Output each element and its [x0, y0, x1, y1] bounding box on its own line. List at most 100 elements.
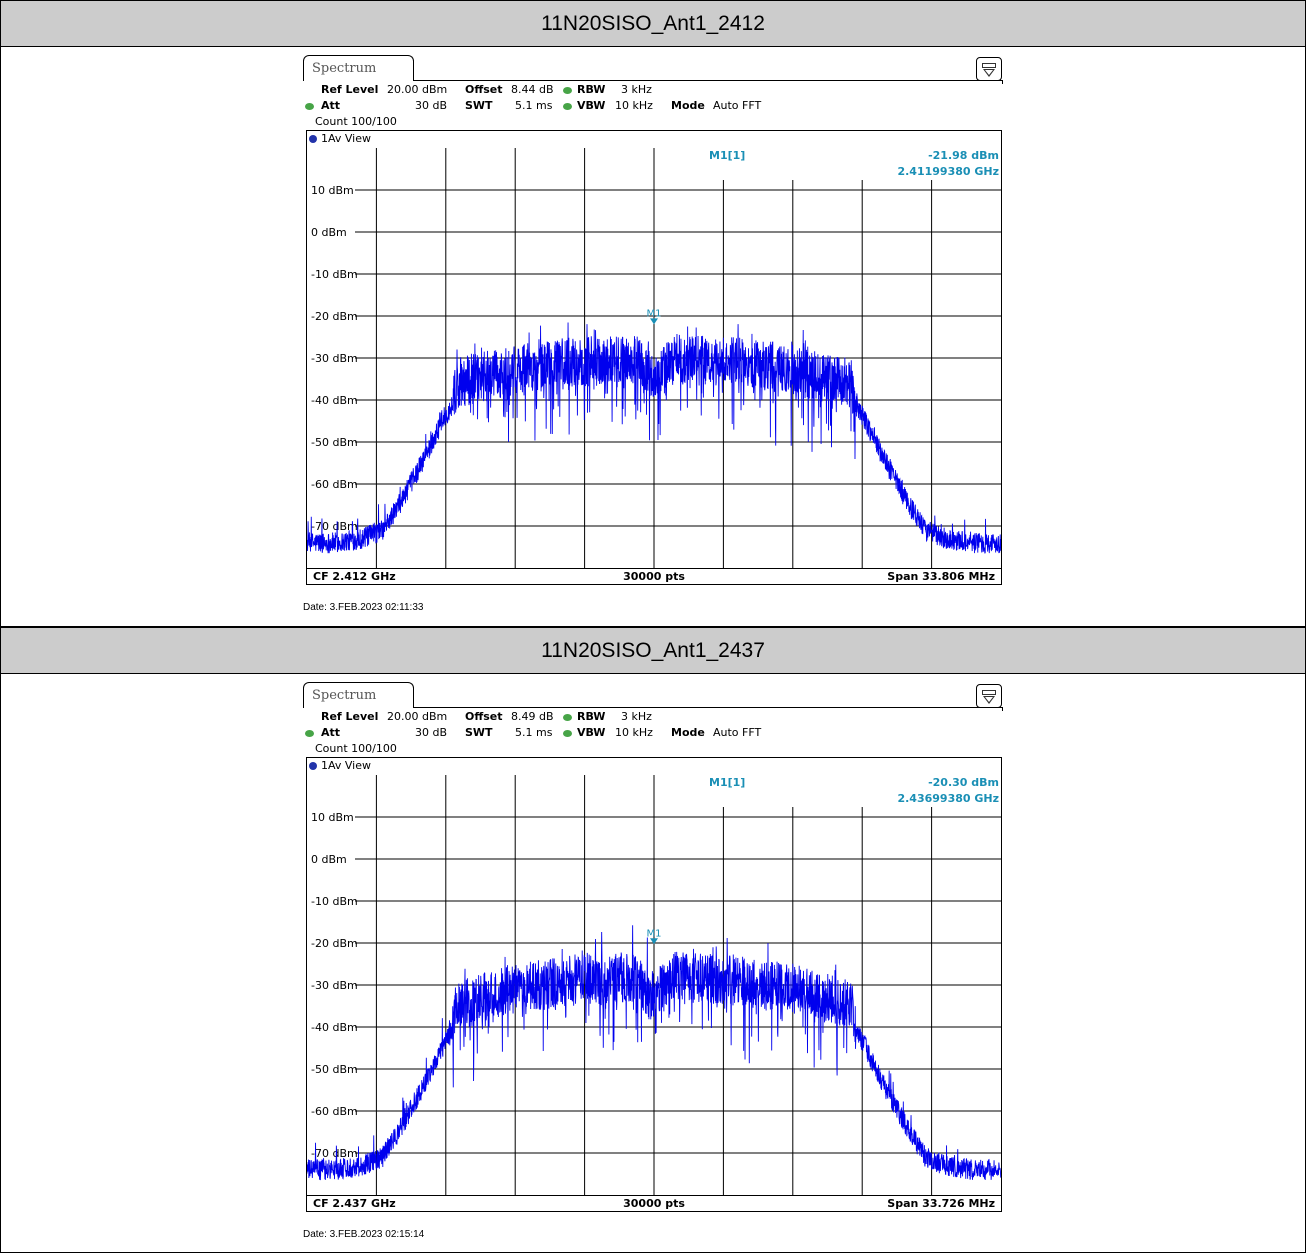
- ref-level-label: Ref Level: [321, 83, 379, 96]
- marker-m1-triangle[interactable]: [650, 938, 658, 945]
- sweep-count: Count 100/100: [315, 115, 397, 128]
- marker-m1-triangle[interactable]: [650, 318, 658, 325]
- footer-divider: [307, 1195, 1001, 1196]
- chevron-down-icon: [983, 69, 995, 77]
- spectrum-plot[interactable]: 10 dBm 0 dBm -10 dBm -20 dBm -30 dBm -40 dBm -…: [307, 775, 1001, 1195]
- display-config-icon: [982, 690, 996, 695]
- marker-m1-label: M1: [647, 308, 662, 319]
- y-tick-label: -20 dBm: [311, 310, 358, 323]
- y-tick-label: 10 dBm: [311, 811, 354, 824]
- att-status-dot: [305, 730, 314, 737]
- ref-level-value: 20.00 dBm: [387, 710, 448, 723]
- footer-divider: [307, 568, 1001, 569]
- rbw-label: RBW: [577, 710, 606, 723]
- marker-readout-frequency: 2.43699380 GHz: [897, 792, 999, 805]
- offset-value: 8.49 dB: [511, 710, 554, 723]
- view-label: 1Av View: [321, 759, 371, 772]
- att-value: 30 dB: [415, 726, 448, 739]
- mode-value: Auto FFT: [713, 99, 762, 112]
- span-value: Span 33.806 MHz: [887, 570, 995, 583]
- rbw-status-dot: [563, 714, 572, 721]
- marker-readout-level: -20.30 dBm: [928, 776, 999, 789]
- att-status-dot: [305, 103, 314, 110]
- section-title-1: 11N20SISO_Ant1_2412: [541, 12, 765, 35]
- y-tick-label: -50 dBm: [311, 436, 358, 449]
- vbw-label: VBW: [577, 99, 606, 112]
- y-tick-label: -10 dBm: [311, 268, 358, 281]
- y-tick-label: 10 dBm: [311, 184, 354, 197]
- y-tick-label: -50 dBm: [311, 1063, 358, 1076]
- section-header-2: 11N20SISO_Ant1_2437: [0, 627, 1306, 674]
- rbw-status-dot: [563, 87, 572, 94]
- tab-label: Spectrum: [312, 61, 377, 76]
- trace-view: 1Av View 10 dBm 0 dBm -10 dBm -20 dBm -30 dB…: [306, 757, 1002, 1212]
- vbw-status-dot: [563, 730, 572, 737]
- vbw-value: 10 kHz: [615, 99, 653, 112]
- y-tick-label: -60 dBm: [311, 478, 358, 491]
- mode-label: Mode: [671, 726, 705, 739]
- ref-level-label: Ref Level: [321, 710, 379, 723]
- center-frequency: CF 2.437 GHz: [313, 1197, 396, 1210]
- att-label: Att: [321, 726, 341, 739]
- trace-view: 1Av View 10 dBm 0 dBm -10 dBm -20 dBm -30 dB…: [306, 130, 1002, 585]
- y-tick-label: -20 dBm: [311, 937, 358, 950]
- section-header-1: 11N20SISO_Ant1_2412: [0, 0, 1306, 47]
- ref-level-value: 20.00 dBm: [387, 83, 448, 96]
- view-label: 1Av View: [321, 132, 371, 145]
- display-config-button[interactable]: [976, 684, 1002, 708]
- sweep-points: 30000 pts: [623, 1197, 685, 1210]
- spectrum-tab[interactable]: Spectrum: [303, 55, 414, 81]
- y-tick-label: -40 dBm: [311, 1021, 358, 1034]
- display-config-button[interactable]: [976, 57, 1002, 81]
- spectrum-panel-2: Spectrum Ref Level 20.00 dBm Offset 8.49…: [303, 682, 1005, 1214]
- mode-value: Auto FFT: [713, 726, 762, 739]
- y-tick-label: -70 dBm: [311, 1147, 358, 1160]
- display-config-icon: [982, 63, 996, 68]
- rbw-value: 3 kHz: [621, 710, 652, 723]
- plot-footer: CF 2.437 GHz 30000 pts Span 33.726 MHz: [307, 1196, 1001, 1212]
- swt-value: 5.1 ms: [515, 99, 553, 112]
- y-tick-label: -70 dBm: [311, 520, 358, 533]
- date-stamp-1: Date: 3.FEB.2023 02:11:33: [303, 602, 424, 613]
- offset-value: 8.44 dB: [511, 83, 554, 96]
- tab-divider-edge: [1002, 80, 1003, 84]
- y-tick-label: -30 dBm: [311, 352, 358, 365]
- tab-label: Spectrum: [312, 688, 377, 703]
- rbw-value: 3 kHz: [621, 83, 652, 96]
- view-title: 1Av View: [309, 132, 371, 146]
- vbw-status-dot: [563, 103, 572, 110]
- att-value: 30 dB: [415, 99, 448, 112]
- view-title: 1Av View: [309, 759, 371, 773]
- date-stamp-2: Date: 3.FEB.2023 02:15:14: [303, 1229, 425, 1240]
- tab-divider: [414, 80, 1002, 81]
- trace-indicator-icon: [309, 762, 317, 770]
- y-tick-label: -30 dBm: [311, 979, 358, 992]
- y-tick-label: -60 dBm: [311, 1105, 358, 1118]
- offset-label: Offset: [465, 710, 503, 723]
- instrument-settings: Ref Level 20.00 dBm Offset 8.49 dB RBW 3…: [303, 709, 1003, 757]
- tab-divider-edge: [1002, 707, 1003, 711]
- center-frequency: CF 2.412 GHz: [313, 570, 396, 583]
- vbw-label: VBW: [577, 726, 606, 739]
- y-tick-label: 0 dBm: [311, 853, 347, 866]
- marker-readout-level: -21.98 dBm: [928, 149, 999, 162]
- marker-readout-frequency: 2.41199380 GHz: [897, 165, 999, 178]
- spectrum-tab[interactable]: Spectrum: [303, 682, 414, 708]
- tab-divider: [414, 707, 1002, 708]
- section-title-2: 11N20SISO_Ant1_2437: [541, 639, 765, 662]
- span-value: Span 33.726 MHz: [887, 1197, 995, 1210]
- y-tick-label: 0 dBm: [311, 226, 347, 239]
- marker-readout-label: M1[1]: [709, 776, 745, 789]
- rbw-label: RBW: [577, 83, 606, 96]
- sweep-count: Count 100/100: [315, 742, 397, 755]
- spectrum-panel-1: Spectrum Ref Level 20.00 dBm Offset 8.44…: [303, 55, 1005, 587]
- swt-value: 5.1 ms: [515, 726, 553, 739]
- att-label: Att: [321, 99, 341, 112]
- plot-footer: CF 2.412 GHz 30000 pts Span 33.806 MHz: [307, 569, 1001, 585]
- instrument-settings: Ref Level 20.00 dBm Offset 8.44 dB RBW 3…: [303, 82, 1003, 130]
- swt-label: SWT: [465, 99, 493, 112]
- spectrum-trace: [307, 322, 1001, 554]
- mode-label: Mode: [671, 99, 705, 112]
- spectrum-plot[interactable]: 10 dBm 0 dBm -10 dBm -20 dBm -30 dBm -40 dBm -…: [307, 148, 1001, 568]
- spectrum-trace: [307, 925, 1001, 1181]
